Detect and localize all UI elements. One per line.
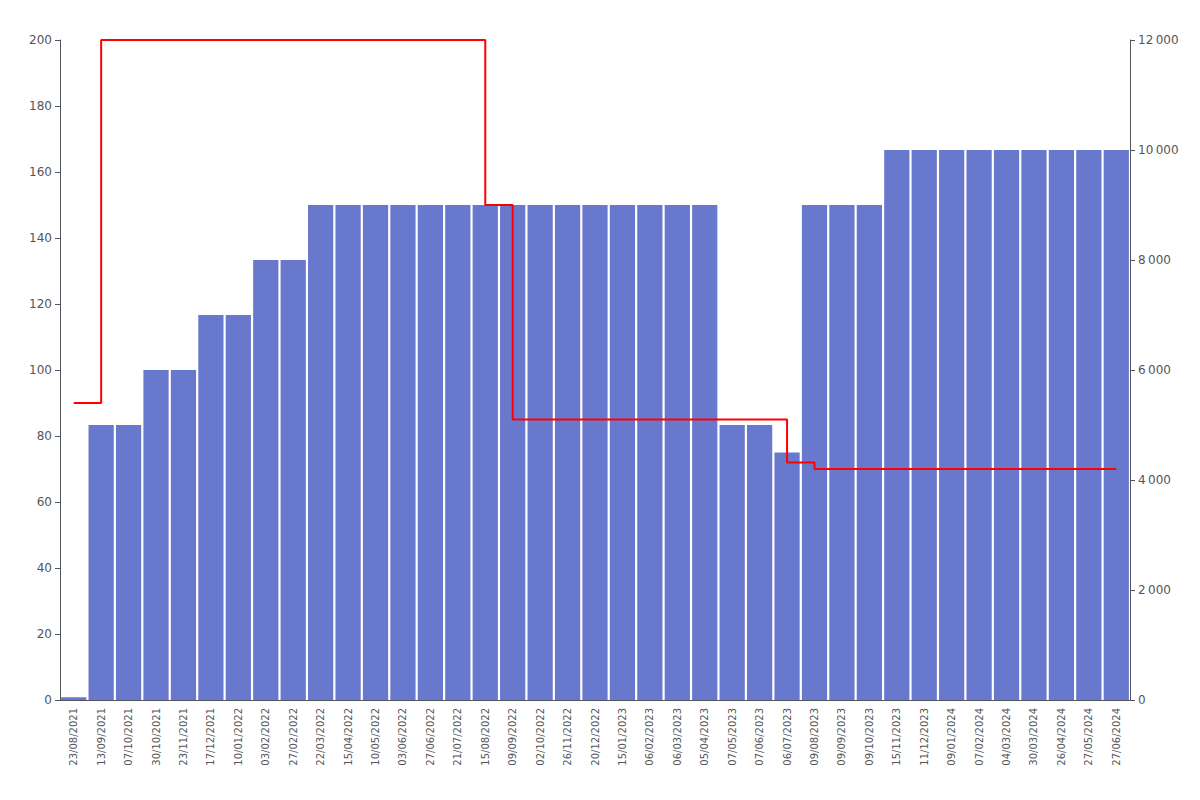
svg-text:27/06/2024: 27/06/2024 (1111, 708, 1122, 766)
svg-text:13/09/2021: 13/09/2021 (96, 708, 107, 766)
svg-text:15/08/2022: 15/08/2022 (480, 708, 491, 766)
svg-text:21/07/2022: 21/07/2022 (452, 708, 463, 766)
svg-text:06/02/2023: 06/02/2023 (644, 708, 655, 766)
svg-text:15/01/2023: 15/01/2023 (617, 708, 628, 766)
svg-text:12 000: 12 000 (1138, 33, 1179, 47)
svg-text:80: 80 (37, 429, 52, 443)
svg-text:8 000: 8 000 (1138, 253, 1171, 267)
svg-text:27/05/2024: 27/05/2024 (1083, 708, 1094, 766)
svg-text:26/11/2022: 26/11/2022 (562, 708, 573, 766)
svg-text:06/07/2023: 06/07/2023 (782, 708, 793, 766)
svg-text:06/03/2023: 06/03/2023 (672, 708, 683, 766)
svg-text:2 000: 2 000 (1138, 583, 1171, 597)
svg-text:11/12/2023: 11/12/2023 (919, 708, 930, 766)
svg-text:09/09/2023: 09/09/2023 (836, 708, 847, 766)
svg-text:05/04/2023: 05/04/2023 (699, 708, 710, 766)
svg-text:09/09/2022: 09/09/2022 (507, 708, 518, 766)
svg-text:100: 100 (29, 363, 52, 377)
svg-text:15/04/2022: 15/04/2022 (343, 708, 354, 766)
svg-text:03/02/2022: 03/02/2022 (260, 708, 271, 766)
svg-text:09/10/2023: 09/10/2023 (864, 708, 875, 766)
svg-text:22/03/2022: 22/03/2022 (315, 708, 326, 766)
svg-text:10 000: 10 000 (1138, 143, 1179, 157)
svg-text:10/01/2022: 10/01/2022 (233, 708, 244, 766)
svg-text:07/05/2023: 07/05/2023 (727, 708, 738, 766)
svg-text:15/11/2023: 15/11/2023 (891, 708, 902, 766)
svg-text:200: 200 (29, 33, 52, 47)
svg-text:20/12/2022: 20/12/2022 (590, 708, 601, 766)
svg-text:4 000: 4 000 (1138, 473, 1171, 487)
svg-text:02/10/2022: 02/10/2022 (535, 708, 546, 766)
svg-text:30/03/2024: 30/03/2024 (1028, 708, 1039, 766)
svg-text:60: 60 (37, 495, 52, 509)
svg-text:120: 120 (29, 297, 52, 311)
svg-text:6 000: 6 000 (1138, 363, 1171, 377)
svg-text:07/06/2023: 07/06/2023 (754, 708, 765, 766)
svg-text:0: 0 (44, 693, 52, 707)
svg-text:10/05/2022: 10/05/2022 (370, 708, 381, 766)
svg-text:27/06/2022: 27/06/2022 (425, 708, 436, 766)
svg-text:0: 0 (1138, 693, 1146, 707)
svg-text:140: 140 (29, 231, 52, 245)
svg-text:20: 20 (37, 627, 52, 641)
svg-text:40: 40 (37, 561, 52, 575)
svg-text:30/10/2021: 30/10/2021 (151, 708, 162, 766)
svg-text:07/10/2021: 07/10/2021 (123, 708, 134, 766)
svg-text:27/02/2022: 27/02/2022 (288, 708, 299, 766)
svg-text:03/06/2022: 03/06/2022 (397, 708, 408, 766)
svg-text:23/11/2021: 23/11/2021 (178, 708, 189, 766)
svg-text:04/03/2024: 04/03/2024 (1001, 708, 1012, 766)
svg-text:160: 160 (29, 165, 52, 179)
svg-text:17/12/2021: 17/12/2021 (205, 708, 216, 766)
svg-text:07/02/2024: 07/02/2024 (974, 708, 985, 766)
svg-text:09/08/2023: 09/08/2023 (809, 708, 820, 766)
svg-text:180: 180 (29, 99, 52, 113)
svg-text:23/08/2021: 23/08/2021 (68, 708, 79, 766)
svg-text:09/01/2024: 09/01/2024 (946, 708, 957, 766)
svg-text:26/04/2024: 26/04/2024 (1056, 708, 1067, 766)
